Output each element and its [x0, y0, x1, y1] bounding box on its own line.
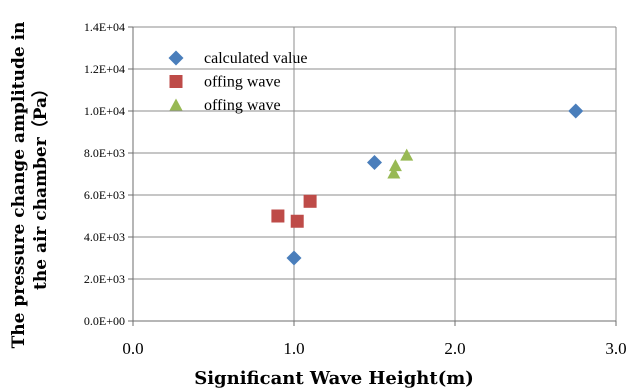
triangle-data-point: [388, 159, 402, 172]
diamond-data-point: [367, 154, 382, 170]
legend: calculated value offing wave offing wave: [168, 50, 308, 114]
legend-square-marker: [169, 75, 183, 88]
y-tick-label: 0.0E+00: [84, 314, 125, 328]
diamond-data-point: [286, 250, 302, 266]
legend-label: calculated value: [204, 50, 308, 67]
x-tick-label: 0.0: [122, 339, 143, 358]
y-tick-labels: 0.0E+00 2.0E+03 4.0E+03 6.0E+03 8.0E+03 1.0E+…: [84, 20, 125, 328]
legend-label: offing wave: [204, 74, 281, 91]
triangle-data-point: [400, 148, 414, 161]
y-tick-label: 4.0E+03: [84, 230, 125, 244]
square-data-point: [271, 209, 285, 223]
axes: [128, 26, 617, 326]
diamond-data-point: [568, 103, 584, 119]
y-tick-label: 6.0E+03: [84, 188, 125, 202]
square-data-point: [303, 194, 317, 208]
x-tick-label: 1.0: [283, 339, 304, 358]
legend-label: offing wave: [204, 97, 281, 114]
y-tick-label: 2.0E+03: [84, 272, 125, 286]
y-axis-title-line-2: the air chamber（Pa）: [30, 80, 51, 290]
y-tick-label: 1.4E+04: [84, 20, 125, 34]
y-tick-label: 1.0E+04: [84, 104, 125, 118]
data-points: [271, 103, 584, 266]
y-tick-label: 8.0E+03: [84, 146, 125, 160]
x-tick-labels: 0.0 1.0 2.0 3.0: [122, 339, 626, 358]
y-axis-title-line-1: The pressure change amplitude in: [9, 22, 29, 349]
triangle-data-point: [387, 166, 401, 179]
y-tick-label: 1.2E+04: [84, 62, 125, 76]
x-tick-label: 3.0: [605, 339, 626, 358]
grid-lines: [133, 26, 617, 321]
x-tick-label: 2.0: [444, 339, 465, 358]
x-axis-title: Significant Wave Height(m): [194, 368, 474, 389]
legend-diamond-marker: [168, 50, 184, 66]
legend-triangle-marker: [169, 98, 183, 111]
square-data-point: [290, 214, 304, 228]
